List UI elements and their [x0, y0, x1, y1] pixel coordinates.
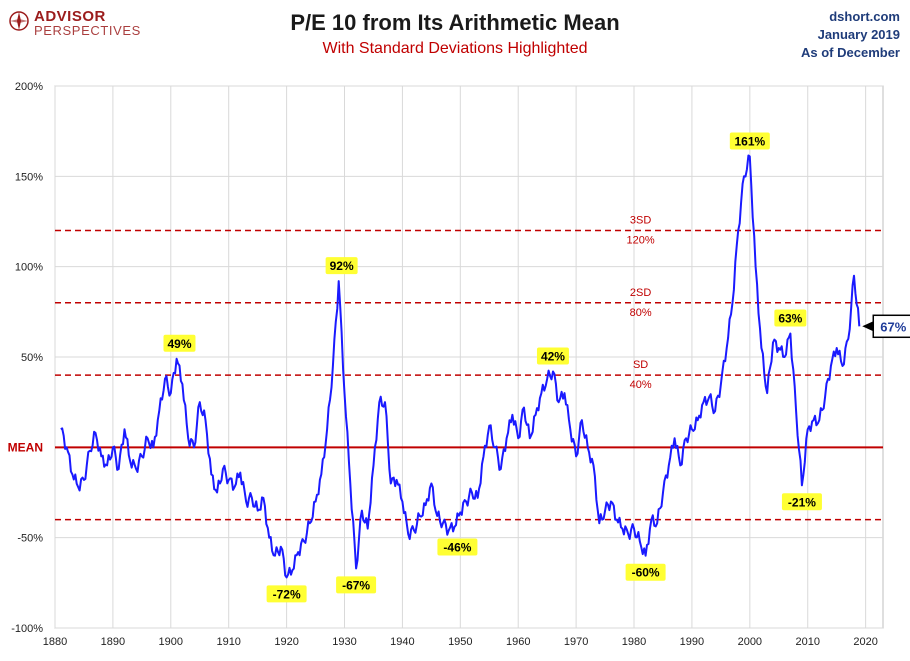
callout-label: -21%	[788, 495, 816, 509]
callout: -60%	[625, 563, 666, 581]
source-asof: As of December	[801, 45, 900, 60]
callout: -46%	[437, 538, 478, 556]
source-site: dshort.com	[829, 9, 900, 24]
callout-label: -72%	[273, 587, 301, 601]
callout: 92%	[325, 257, 358, 275]
x-tick-label: 1910	[216, 636, 240, 648]
callout-label: 63%	[778, 312, 802, 326]
current-value-label: 67%	[880, 319, 906, 334]
x-tick-label: 1970	[564, 636, 588, 648]
callout-label: 42%	[541, 349, 565, 363]
chart-subtitle: With Standard Deviations Highlighted	[322, 40, 588, 57]
x-tick-label: 1940	[390, 636, 414, 648]
callout-label: 92%	[330, 259, 354, 273]
x-tick-label: 1960	[506, 636, 530, 648]
callout-label: 161%	[734, 134, 765, 148]
x-tick-label: 1990	[680, 636, 704, 648]
chart-title: P/E 10 from Its Arithmetic Mean	[290, 10, 620, 35]
callout-bg	[781, 493, 822, 511]
callout: 161%	[729, 132, 770, 150]
source-date: January 2019	[817, 27, 900, 42]
current-pointer	[862, 321, 874, 332]
x-tick-label: 1930	[332, 636, 356, 648]
sd-label-name: 3SD	[630, 215, 651, 227]
y-tick-label: 100%	[15, 262, 43, 274]
sd-label-name: 2SD	[630, 287, 651, 299]
logo-line-2: PERSPECTIVES	[34, 23, 141, 38]
callout-bg	[437, 538, 478, 556]
callout: -72%	[266, 585, 307, 603]
x-tick-label: 1900	[159, 636, 183, 648]
callout-bg	[163, 334, 196, 352]
x-tick-label: 2010	[795, 636, 819, 648]
callout-label: -67%	[342, 578, 370, 592]
sd-label-value: 80%	[630, 307, 652, 319]
sd-label-name: SD	[633, 359, 648, 371]
x-tick-label: 1880	[43, 636, 67, 648]
callout-bg	[536, 347, 569, 365]
x-tick-label: 2000	[738, 636, 762, 648]
y-tick-label: -50%	[17, 533, 43, 545]
y-tick-label: 200%	[15, 81, 43, 93]
callout-bg	[266, 585, 307, 603]
callout-label: 49%	[167, 337, 191, 351]
series-line	[60, 154, 861, 579]
brand-logo: ADVISOR PERSPECTIVES	[8, 8, 141, 38]
logo-line-1: ADVISOR	[34, 8, 106, 25]
current-value-box	[872, 314, 910, 339]
source-block: dshort.com January 2019 As of December	[801, 8, 900, 62]
callout-bg	[729, 132, 770, 150]
callout-bg	[325, 257, 358, 275]
callout-label: -46%	[443, 540, 471, 554]
x-tick-label: 1980	[622, 636, 646, 648]
callout: -67%	[336, 576, 377, 594]
y-tick-label: -100%	[11, 623, 43, 635]
compass-icon	[9, 11, 29, 31]
callout-bg	[625, 563, 666, 581]
callout-bg	[336, 576, 377, 594]
sd-label-value: 120%	[627, 235, 655, 247]
y-tick-label: 50%	[21, 352, 43, 364]
x-tick-label: 1950	[448, 636, 472, 648]
y-tick-label: 150%	[15, 171, 43, 183]
callout: 63%	[774, 309, 807, 327]
y-tick-label-mean: MEAN	[8, 440, 43, 454]
x-tick-label: 2020	[853, 636, 877, 648]
x-tick-label: 1890	[101, 636, 125, 648]
callout-bg	[774, 309, 807, 327]
callout: 42%	[536, 347, 569, 365]
callout: -21%	[781, 493, 822, 511]
callout: 49%	[163, 334, 196, 352]
callout-label: -60%	[632, 566, 660, 580]
x-tick-label: 1920	[274, 636, 298, 648]
sd-label-value: 40%	[630, 379, 652, 391]
